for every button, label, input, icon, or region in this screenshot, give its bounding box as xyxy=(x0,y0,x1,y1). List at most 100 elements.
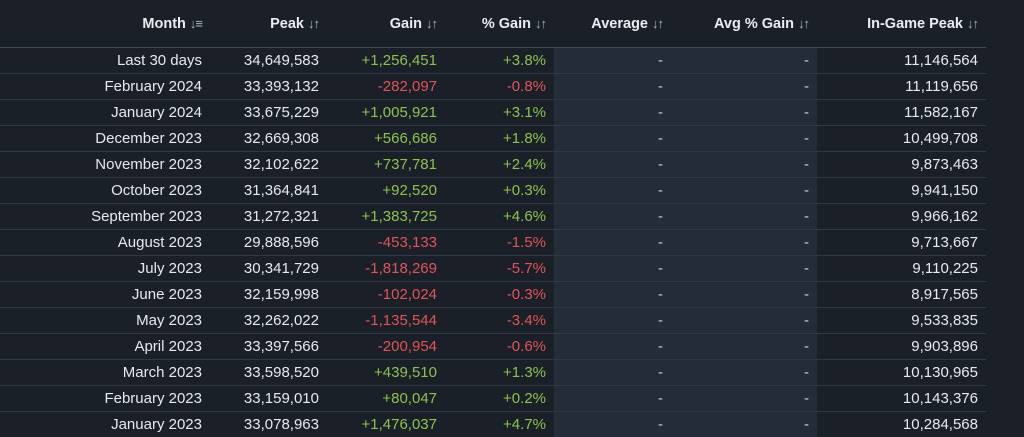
average-cell: - xyxy=(554,125,671,152)
table-row: January 2023 33,078,963 +1,476,037 +4.7% - -1… xyxy=(0,411,986,437)
peak-cell: 31,272,321 xyxy=(210,203,327,230)
pct-gain-cell: +1.3% xyxy=(445,359,554,386)
peak-cell: 33,598,520 xyxy=(210,359,327,386)
average-cell: - xyxy=(554,177,671,204)
sort-toggle-icon[interactable]: ↓↑ xyxy=(798,15,810,31)
table-row: June 2023 32,159,998 -102,024 -0.3% - -8,917,… xyxy=(0,281,986,308)
pct-gain-cell: +4.7% xyxy=(445,411,554,437)
monthly-stats-table: Month ↓≡ Peak ↓↑ Gain ↓↑ % Gain ↓↑ Average ↓↑… xyxy=(0,0,986,437)
ingame-peak-cell: 9,966,162 xyxy=(817,203,986,230)
column-header-gain-label: Gain xyxy=(389,15,422,32)
avg-pct-gain-cell: - xyxy=(671,99,817,126)
average-cell: - xyxy=(554,229,671,256)
average-cell: - xyxy=(554,411,671,437)
gain-cell: +439,510 xyxy=(327,359,445,386)
peak-cell: 32,669,308 xyxy=(210,125,327,152)
sort-toggle-icon[interactable]: ↓↑ xyxy=(652,15,664,31)
gain-cell: +1,383,725 xyxy=(327,203,445,230)
peak-cell: 32,159,998 xyxy=(210,281,327,308)
column-header-ingame-peak[interactable]: In-Game Peak ↓↑ xyxy=(817,0,986,48)
sort-toggle-icon[interactable]: ↓↑ xyxy=(967,15,979,31)
header-row: Month ↓≡ Peak ↓↑ Gain ↓↑ % Gain ↓↑ Average ↓↑… xyxy=(0,0,986,48)
ingame-peak-cell: 11,119,656 xyxy=(817,73,986,100)
gain-cell: +737,781 xyxy=(327,151,445,178)
ingame-peak-cell: 8,917,565 xyxy=(817,281,986,308)
pct-gain-cell: -1.5% xyxy=(445,229,554,256)
peak-cell: 33,159,010 xyxy=(210,385,327,412)
avg-pct-gain-cell: - xyxy=(671,203,817,230)
average-cell: - xyxy=(554,307,671,334)
month-cell: May 2023 xyxy=(0,307,210,334)
table-row: August 2023 29,888,596 -453,133 -1.5% - -9,71… xyxy=(0,229,986,256)
ingame-peak-cell: 9,533,835 xyxy=(817,307,986,334)
gain-cell: +92,520 xyxy=(327,177,445,204)
sort-toggle-icon[interactable]: ↓↑ xyxy=(535,15,547,31)
table-row: January 2024 33,675,229 +1,005,921 +3.1% - -1… xyxy=(0,99,986,126)
peak-cell: 29,888,596 xyxy=(210,229,327,256)
pct-gain-cell: +1.8% xyxy=(445,125,554,152)
pct-gain-cell: -5.7% xyxy=(445,255,554,282)
ingame-peak-cell: 10,130,965 xyxy=(817,359,986,386)
column-header-pct-gain[interactable]: % Gain ↓↑ xyxy=(445,0,554,48)
gain-cell: +1,005,921 xyxy=(327,99,445,126)
column-header-pct-gain-label: % Gain xyxy=(481,15,531,32)
column-header-peak-label: Peak xyxy=(270,15,304,32)
column-header-gain[interactable]: Gain ↓↑ xyxy=(327,0,445,48)
avg-pct-gain-cell: - xyxy=(671,177,817,204)
gain-cell: +80,047 xyxy=(327,385,445,412)
gain-cell: +1,476,037 xyxy=(327,411,445,437)
table-row: April 2023 33,397,566 -200,954 -0.6% - -9,903… xyxy=(0,333,986,360)
average-cell: - xyxy=(554,203,671,230)
sort-toggle-icon[interactable]: ↓↑ xyxy=(308,15,320,31)
ingame-peak-cell: 10,499,708 xyxy=(817,125,986,152)
gain-cell: -453,133 xyxy=(327,229,445,256)
pct-gain-cell: +4.6% xyxy=(445,203,554,230)
table-row: February 2024 33,393,132 -282,097 -0.8% - -11… xyxy=(0,73,986,100)
ingame-peak-cell: 9,903,896 xyxy=(817,333,986,360)
ingame-peak-cell: 11,146,564 xyxy=(817,47,986,74)
avg-pct-gain-cell: - xyxy=(671,151,817,178)
pct-gain-cell: -0.6% xyxy=(445,333,554,360)
gain-cell: -282,097 xyxy=(327,73,445,100)
column-header-average[interactable]: Average ↓↑ xyxy=(554,0,671,48)
month-cell: April 2023 xyxy=(0,333,210,360)
table-body: Last 30 days 34,649,583 +1,256,451 +3.8% - -1… xyxy=(0,47,986,437)
month-cell: October 2023 xyxy=(0,177,210,204)
column-header-month[interactable]: Month ↓≡ xyxy=(0,0,210,48)
month-cell: January 2023 xyxy=(0,411,210,437)
ingame-peak-cell: 10,284,568 xyxy=(817,411,986,437)
ingame-peak-cell: 9,941,150 xyxy=(817,177,986,204)
average-cell: - xyxy=(554,151,671,178)
column-header-avg-pct-gain[interactable]: Avg % Gain ↓↑ xyxy=(671,0,817,48)
month-cell: Last 30 days xyxy=(0,47,210,74)
average-cell: - xyxy=(554,47,671,74)
month-cell: August 2023 xyxy=(0,229,210,256)
pct-gain-cell: +0.3% xyxy=(445,177,554,204)
sort-descending-icon[interactable]: ↓≡ xyxy=(189,15,203,31)
peak-cell: 34,649,583 xyxy=(210,47,327,74)
column-header-peak[interactable]: Peak ↓↑ xyxy=(210,0,327,48)
peak-cell: 33,393,132 xyxy=(210,73,327,100)
month-cell: July 2023 xyxy=(0,255,210,282)
gain-cell: +1,256,451 xyxy=(327,47,445,74)
peak-cell: 32,102,622 xyxy=(210,151,327,178)
peak-cell: 33,397,566 xyxy=(210,333,327,360)
table-row: Last 30 days 34,649,583 +1,256,451 +3.8% - -1… xyxy=(0,47,986,74)
table-row: December 2023 32,669,308 +566,686 +1.8% - -10… xyxy=(0,125,986,152)
avg-pct-gain-cell: - xyxy=(671,411,817,437)
pct-gain-cell: -0.8% xyxy=(445,73,554,100)
avg-pct-gain-cell: - xyxy=(671,229,817,256)
month-cell: November 2023 xyxy=(0,151,210,178)
column-header-average-label: Average xyxy=(591,15,648,32)
column-header-ingame-peak-label: In-Game Peak xyxy=(867,15,963,32)
avg-pct-gain-cell: - xyxy=(671,359,817,386)
table-row: October 2023 31,364,841 +92,520 +0.3% - -9,94… xyxy=(0,177,986,204)
avg-pct-gain-cell: - xyxy=(671,255,817,282)
table-row: November 2023 32,102,622 +737,781 +2.4% - -9,… xyxy=(0,151,986,178)
ingame-peak-cell: 9,873,463 xyxy=(817,151,986,178)
pct-gain-cell: +3.1% xyxy=(445,99,554,126)
gain-cell: -102,024 xyxy=(327,281,445,308)
sort-toggle-icon[interactable]: ↓↑ xyxy=(426,15,438,31)
month-cell: March 2023 xyxy=(0,359,210,386)
